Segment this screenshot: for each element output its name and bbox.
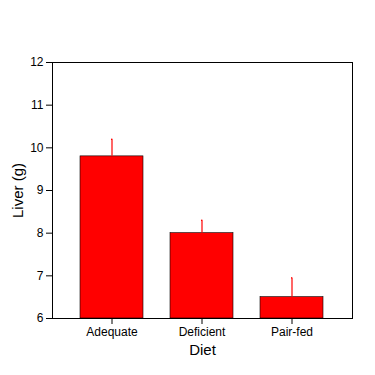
svg-text:7: 7 [37,269,44,283]
svg-text:10: 10 [30,141,44,155]
svg-text:Adequate: Adequate [86,325,138,339]
svg-text:Deficient: Deficient [179,325,226,339]
svg-text:12: 12 [30,55,44,69]
svg-text:Diet: Diet [189,341,217,358]
svg-text:Pair-fed: Pair-fed [271,325,313,339]
svg-text:6: 6 [37,311,44,325]
svg-text:8: 8 [37,226,44,240]
svg-text:9: 9 [37,183,44,197]
svg-text:11: 11 [31,98,44,112]
svg-text:Liver (g): Liver (g) [9,163,26,218]
